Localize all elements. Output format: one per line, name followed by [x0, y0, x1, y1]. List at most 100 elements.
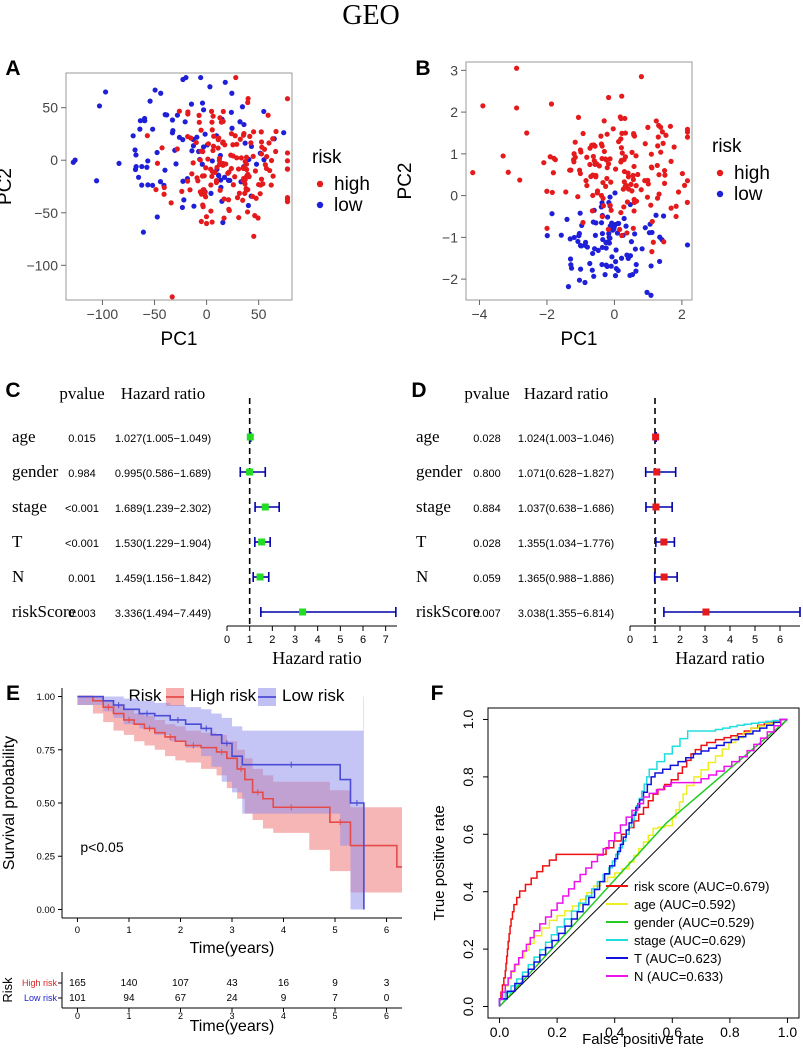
scatter-point-low: [157, 179, 164, 185]
scatter-point-high: [259, 144, 265, 150]
scatter-point-high: [601, 118, 607, 124]
roc-curve-1: [498, 718, 788, 1007]
risk-table-count: 67: [175, 993, 187, 1004]
row-label-gender: gender: [416, 462, 463, 481]
scatter-point-low: [599, 244, 605, 251]
scatter-point-high: [663, 132, 669, 138]
scatter-point-high: [583, 178, 589, 184]
y-tick-label: −50: [34, 205, 58, 221]
legend-item: risk score (AUC=0.679): [634, 879, 769, 894]
scatter-point-high: [168, 200, 174, 206]
scatter-point-low: [242, 140, 248, 146]
scatter-point-high: [619, 232, 625, 239]
panel-e-survival-curve: E Risk High risk Low risk 0.00 0.25 0.50 0.75 1.…: [0, 682, 403, 1035]
scatter-point-high: [608, 179, 614, 185]
scatter-point-high: [266, 140, 272, 146]
scatter-point-high: [200, 202, 206, 208]
scatter-point-high: [648, 202, 654, 208]
scatter-point-high: [631, 132, 637, 138]
scatter-point-low: [137, 118, 143, 124]
y-tick-label: 50: [42, 100, 58, 116]
scatter-point-high: [270, 136, 276, 142]
scatter-point-high: [232, 174, 238, 180]
row-hazard-ratio-text: 1.027(1.005−1.049): [115, 433, 211, 445]
scatter-point-low: [191, 203, 197, 209]
scatter-point-low: [229, 125, 235, 131]
y-tick-label: 0.0: [460, 997, 476, 1017]
x-tick-label: 0: [75, 925, 80, 936]
scatter-point-low: [140, 229, 147, 235]
scatter-point-high: [594, 188, 601, 194]
scatter-point-high: [284, 166, 291, 172]
scatter-point-high: [267, 167, 273, 174]
scatter-point-high: [517, 177, 523, 183]
scatter-point-low: [229, 90, 235, 96]
scatter-point-low: [169, 130, 176, 136]
scatter-point-high: [628, 181, 634, 187]
scatter-point-high: [642, 141, 648, 147]
scatter-point-high: [144, 133, 150, 139]
scatter-point-low: [133, 152, 139, 158]
scatter-point-low: [200, 144, 207, 150]
x-tick-label: 4: [315, 634, 321, 646]
scatter-point-high: [193, 139, 199, 146]
scatter-point-high: [600, 195, 606, 201]
scatter-point-low: [173, 161, 179, 167]
hazard-ratio-header: Hazard ratio: [524, 384, 608, 403]
scatter-point-high: [655, 134, 661, 140]
scatter-point-low: [575, 238, 581, 245]
scatter-point-high: [258, 139, 265, 145]
scatter-point-high: [240, 165, 246, 171]
scatter-point-low: [598, 220, 605, 226]
scatter-point-low: [70, 159, 76, 165]
scatter-point-high: [210, 113, 216, 119]
scatter-point-low: [592, 232, 599, 238]
scatter-point-high: [215, 145, 221, 151]
scatter-point-low: [220, 219, 226, 226]
scatter-point-high: [600, 179, 606, 186]
row-pvalue: 0.028: [473, 538, 501, 550]
scatter-point-high: [208, 208, 214, 214]
figure-title: GEO: [342, 0, 400, 31]
risk-table-count: 9: [281, 993, 287, 1004]
scatter-point-high: [273, 148, 279, 155]
scatter-point-high: [572, 154, 578, 160]
scatter-point-low: [198, 74, 204, 81]
scatter-point-high: [284, 199, 291, 205]
scatter-point-low: [199, 100, 206, 106]
scatter-point-high: [250, 153, 256, 159]
row-hazard-ratio-text: 1.530(1.229−1.904): [115, 538, 211, 550]
scatter-point-low: [599, 261, 605, 268]
scatter-point-low: [642, 225, 648, 231]
scatter-point-high: [159, 145, 165, 151]
scatter-point-high: [197, 157, 203, 163]
scatter-point-high: [230, 182, 236, 188]
scatter-point-high: [622, 130, 629, 136]
x-tick-label: 5: [332, 925, 337, 936]
scatter-point-low: [567, 236, 573, 242]
scatter-point-low: [215, 172, 222, 178]
scatter-point-high: [684, 126, 691, 132]
row-label-T: T: [12, 532, 23, 551]
row-hazard-ratio-text: 3.038(1.355−6.814): [518, 608, 614, 620]
scatter-point-high: [629, 188, 635, 194]
scatter-point-high: [653, 118, 659, 124]
scatter-point-high: [265, 112, 271, 118]
scatter-point-high: [195, 178, 201, 184]
scatter-point-high: [616, 139, 622, 145]
scatter-point-high: [572, 139, 578, 145]
y-tick-label: 0.25: [37, 852, 56, 863]
row-pvalue: 0.884: [473, 503, 501, 515]
hazard-ratio-point: [653, 468, 661, 476]
risk-table-x-tick-label: 6: [384, 1011, 389, 1021]
hazard-ratio-point: [299, 608, 307, 616]
x-tick-label: 0.2: [547, 1024, 567, 1040]
scatter-point-low: [591, 273, 597, 279]
scatter-point-high: [230, 142, 236, 148]
scatter-point-high: [601, 148, 607, 155]
scatter-point-low: [621, 215, 627, 222]
plot-frame: [65, 72, 293, 301]
x-tick-label: 2: [678, 306, 686, 322]
scatter-point-high: [633, 153, 639, 159]
y-tick-label: 1.00: [37, 692, 56, 703]
